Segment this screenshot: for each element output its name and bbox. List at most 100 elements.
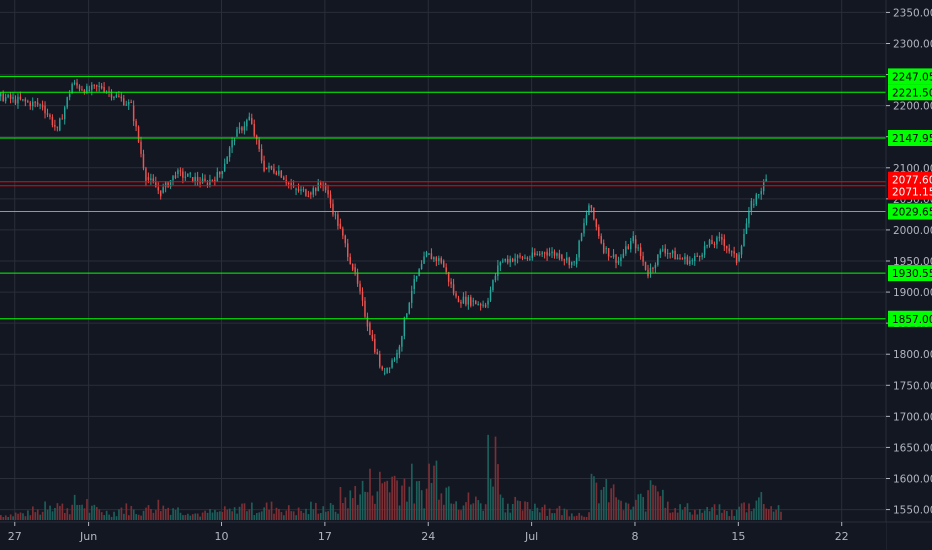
candle-body [657, 254, 659, 265]
candle-body [307, 195, 310, 197]
candle-body [600, 236, 602, 243]
level-price-label: 2221.50 [892, 87, 932, 99]
volume-bar [359, 494, 361, 520]
candle-body [44, 105, 46, 114]
volume-bar [150, 508, 152, 520]
volume-bar [83, 508, 86, 520]
volume-bar [307, 514, 310, 520]
volume-bar [4, 515, 7, 520]
candle-body [516, 255, 519, 258]
candle-body [588, 205, 590, 216]
price-tick-label: 1900.00 [893, 287, 932, 299]
volume-bar [711, 507, 713, 520]
volume-bar [477, 500, 480, 520]
volume-bar [103, 515, 106, 520]
candle-body [243, 126, 246, 131]
horizontal-levels[interactable] [0, 75, 886, 320]
volume-bar [95, 507, 98, 520]
candle-body [580, 233, 583, 241]
candle-body [484, 304, 487, 307]
volume-bar [777, 505, 780, 520]
volume-bar [593, 476, 595, 520]
volume-bar [278, 508, 280, 520]
volume-bar [472, 503, 475, 520]
candle-body [730, 251, 733, 253]
volume-bar [29, 515, 32, 520]
candle-body [98, 85, 100, 87]
candle-body [248, 116, 251, 121]
volume-bar [393, 475, 396, 520]
candle-body [361, 291, 364, 301]
volume-bar [228, 508, 231, 520]
level-price-tag[interactable] [888, 68, 932, 85]
volume-bar [632, 506, 635, 520]
volume-bar [415, 481, 418, 520]
candle-body [263, 160, 265, 171]
volume-bars [0, 434, 782, 520]
candle-body [123, 98, 125, 106]
candle-body [575, 257, 578, 265]
price-tick-label: 2350.00 [893, 7, 932, 19]
candle-body [221, 171, 223, 174]
volume-bar [637, 494, 640, 520]
candle-body [494, 276, 497, 281]
candle-body [433, 257, 435, 260]
volume-bar [775, 509, 777, 520]
candle-body [703, 246, 706, 255]
candle-body [339, 223, 342, 229]
volume-bar [253, 515, 256, 520]
volume-bar [27, 510, 29, 520]
price-axis[interactable]: 1550.00 1600.00 1650.00 1700.00 1750.00 1800.… [885, 0, 932, 550]
level-price-tag[interactable] [888, 265, 932, 282]
level-price-tag[interactable] [888, 84, 932, 101]
volume-bar [334, 511, 337, 520]
candle-body [214, 179, 216, 182]
volume-bar [460, 510, 462, 520]
volume-bar [9, 514, 12, 520]
volume-bar [406, 501, 408, 520]
volume-bar [617, 499, 620, 520]
level-price-tag[interactable] [888, 203, 932, 220]
volume-bar [575, 515, 578, 520]
candle-body [265, 167, 268, 169]
candle-body [319, 182, 322, 186]
volume-bar [46, 509, 49, 520]
volume-bar [772, 511, 775, 520]
candle-body [177, 170, 179, 174]
candle-body [241, 127, 243, 131]
candle-body [536, 253, 538, 256]
volume-bar [169, 514, 172, 520]
level-price-tag[interactable] [888, 310, 932, 327]
volume-bar [689, 512, 691, 520]
candle-body [231, 140, 233, 148]
level-price-tag[interactable] [888, 129, 932, 146]
candle-body [558, 253, 561, 259]
volume-bar [639, 493, 642, 520]
candle-body [81, 89, 83, 91]
candle-body [66, 97, 68, 108]
candle-body [627, 246, 630, 250]
time-axis[interactable]: 27 Jun 10 17 24 Jul 8 15 22 [0, 521, 932, 550]
candle-body [701, 254, 703, 257]
candle-body [36, 102, 39, 105]
volume-bar [290, 511, 293, 520]
level-price-tag[interactable] [888, 171, 932, 188]
volume-bar [7, 517, 10, 520]
volume-bar [509, 512, 512, 520]
volume-bar [701, 512, 704, 520]
level-price-label: 2147.95 [892, 133, 932, 145]
volume-bar [420, 490, 423, 520]
volume-bar [664, 507, 667, 520]
candle-body [509, 258, 511, 263]
volume-bar [536, 507, 539, 520]
volume-bar [534, 503, 536, 520]
volume-bar [71, 504, 74, 520]
candle-body [543, 252, 546, 254]
candle-body [753, 204, 755, 206]
level-price-tag[interactable] [888, 183, 932, 200]
candle-body [209, 179, 211, 185]
candle-body [499, 262, 502, 266]
volume-bar [430, 483, 433, 520]
